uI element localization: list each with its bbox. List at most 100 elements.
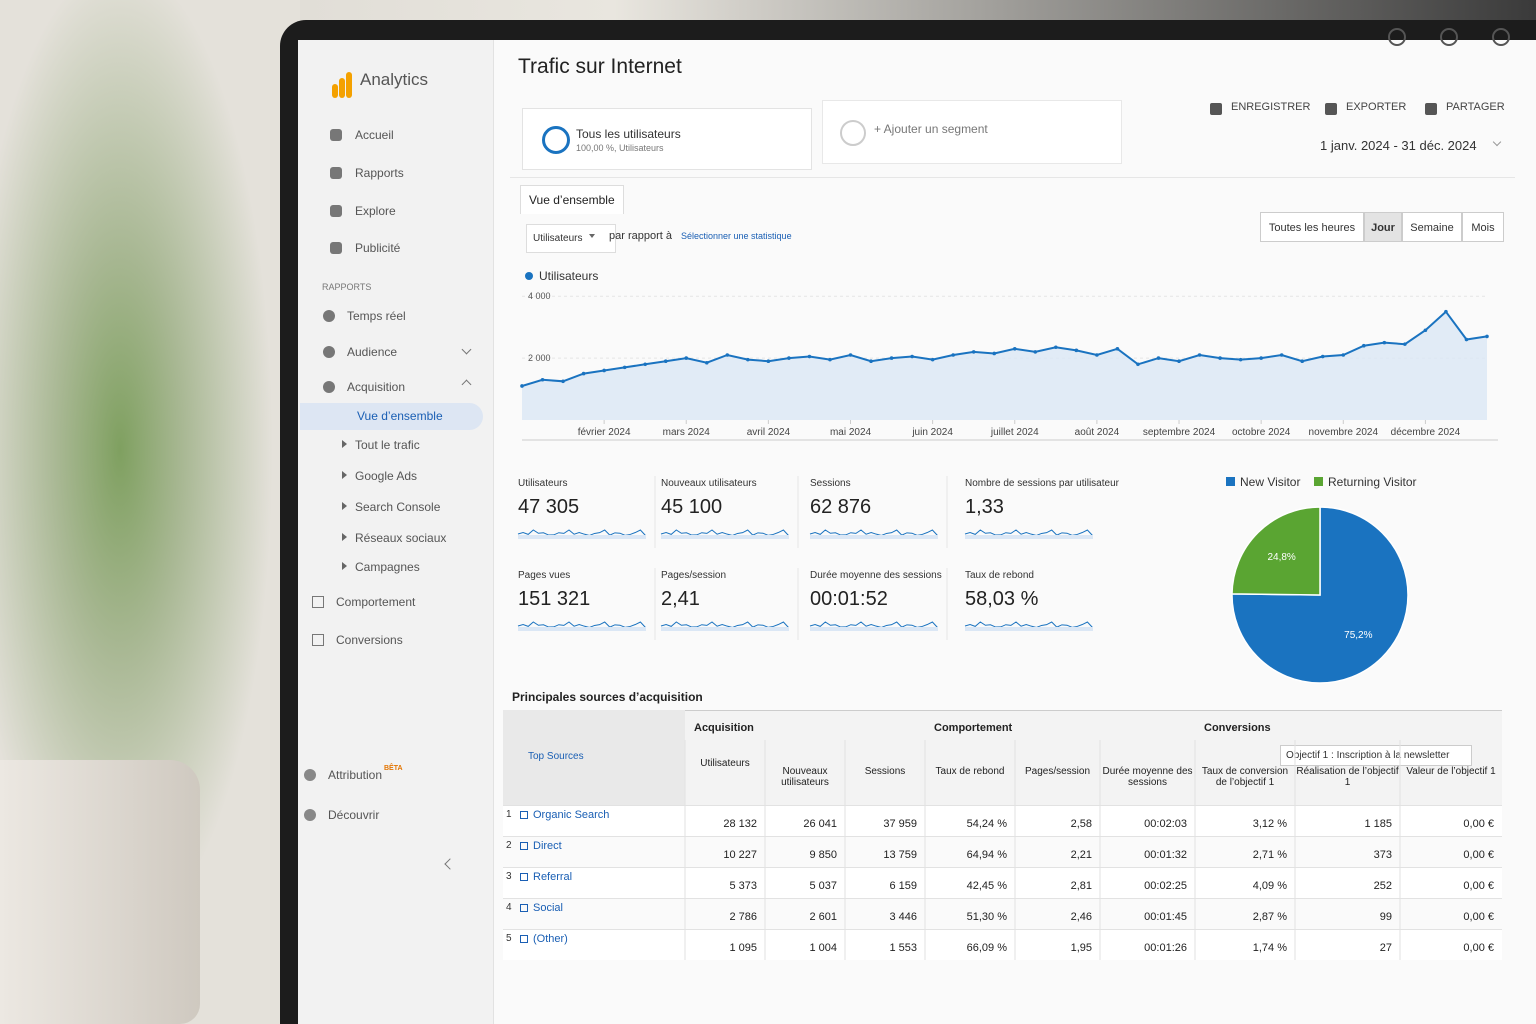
sparkline-fill <box>661 627 789 631</box>
nav-subitem[interactable]: Search Console <box>355 500 441 514</box>
add-segment[interactable]: + Ajouter un segment <box>874 122 988 136</box>
pie-label: 24,8% <box>1267 552 1295 563</box>
nav-item-active[interactable]: Vue d’ensemble <box>357 409 443 423</box>
cell: 2 786 <box>729 911 757 923</box>
row[interactable] <box>503 805 1502 836</box>
nav-item[interactable]: Attribution <box>328 768 383 782</box>
point <box>643 362 647 367</box>
icon <box>312 634 324 646</box>
column-header: Valeur de l’objectif 1 <box>1406 766 1496 777</box>
dimension[interactable]: Top Sources <box>528 751 584 762</box>
point <box>1156 356 1161 360</box>
date-range[interactable]: 1 janv. 2024 - 31 déc. 2024 <box>1320 138 1477 153</box>
header-rule <box>510 177 1515 178</box>
nav-item[interactable]: Acquisition <box>347 380 406 394</box>
metric-select[interactable]: Utilisateurs <box>526 224 616 253</box>
metric-value: 151 321 <box>518 588 591 610</box>
logo-bar <box>346 72 352 98</box>
metric-label: Pages/session <box>661 570 727 581</box>
legend-swatch <box>1226 477 1235 486</box>
point <box>869 359 873 363</box>
column-header: Utilisateurs <box>700 758 750 769</box>
x-tick-label: février 2024 <box>578 427 631 438</box>
icon <box>1325 103 1337 115</box>
row-index: 4 <box>506 902 512 913</box>
row-index: 5 <box>506 933 512 944</box>
compare-label: par rapport à <box>609 230 672 242</box>
row[interactable] <box>503 867 1502 898</box>
column-header: Réalisation de l’objectif 1 <box>1296 766 1399 788</box>
point <box>930 357 935 362</box>
x-tick-label: décembre 2024 <box>1391 427 1461 438</box>
cell: 26 041 <box>803 818 837 830</box>
column-header: Taux de rebond <box>935 766 1005 777</box>
action-button[interactable]: PARTAGER <box>1446 101 1505 113</box>
cell: 1 185 <box>1364 818 1392 830</box>
nav-item[interactable]: Audience <box>347 345 398 359</box>
legend-label: New Visitor <box>1240 475 1300 489</box>
nav-item[interactable]: Conversions <box>336 633 403 647</box>
point <box>828 357 832 362</box>
nav-subitem[interactable]: Campagnes <box>355 560 420 574</box>
action-button[interactable]: EXPORTER <box>1346 101 1407 113</box>
icon <box>312 596 324 608</box>
row[interactable] <box>503 898 1502 929</box>
source-link[interactable]: Direct <box>533 840 562 852</box>
nav-item[interactable]: Publicité <box>355 241 401 255</box>
nav-item[interactable]: Rapports <box>355 166 404 180</box>
caret <box>342 533 347 541</box>
sparkline <box>660 621 789 628</box>
action-button[interactable]: ENREGISTRER <box>1231 101 1311 113</box>
source-link[interactable]: Referral <box>533 871 573 883</box>
nav-item[interactable]: Temps réel <box>347 309 406 323</box>
nav-item[interactable]: Accueil <box>355 128 394 142</box>
source-link[interactable]: Organic Search <box>533 809 610 821</box>
point <box>1464 337 1469 342</box>
source-link[interactable]: Social <box>533 902 563 914</box>
point <box>889 356 894 360</box>
nav-item[interactable]: Découvrir <box>328 808 380 822</box>
point <box>746 357 750 362</box>
row[interactable] <box>503 836 1502 867</box>
icon <box>323 381 335 393</box>
sparkline <box>517 529 646 536</box>
app-name: Analytics <box>360 70 429 89</box>
cell: 0,00 € <box>1463 818 1494 830</box>
point <box>540 377 545 382</box>
compare-link[interactable]: Sélectionner une statistique <box>681 231 792 241</box>
column-header: Pages/session <box>1024 766 1091 777</box>
legend-dot <box>525 272 533 280</box>
cell: 1,95 <box>1070 942 1092 954</box>
column-header: Taux de conversion de l’objectif 1 <box>1201 766 1289 788</box>
y-tick-label: 4 000 <box>528 291 551 301</box>
point <box>1074 348 1079 353</box>
period-button[interactable]: Semaine <box>1402 212 1462 242</box>
nav-item[interactable]: Explore <box>355 204 396 218</box>
cell: 2,46 <box>1070 911 1092 923</box>
nav-item[interactable]: Comportement <box>336 595 416 609</box>
cell: 54,24 % <box>966 818 1007 830</box>
nav-subitem[interactable]: Google Ads <box>355 469 418 483</box>
point <box>1197 353 1202 357</box>
source-link[interactable]: (Other) <box>533 933 568 945</box>
segment-name[interactable]: Tous les utilisateurs <box>576 127 681 141</box>
sparkline-fill <box>810 627 938 631</box>
period-button[interactable]: Toutes les heures <box>1260 212 1364 242</box>
cell: 3,12 % <box>1252 818 1287 830</box>
icon <box>1440 28 1458 46</box>
nav-subitem[interactable]: Réseaux sociaux <box>355 531 447 545</box>
area <box>522 311 1487 420</box>
select-caret <box>589 234 595 238</box>
column-group: Acquisition <box>694 722 754 734</box>
nav-subitem[interactable]: Tout le trafic <box>355 438 420 452</box>
goal-select[interactable]: Objectif 1 : Inscription à la newsletter <box>1280 745 1473 766</box>
x-tick-label: mars 2024 <box>663 427 711 438</box>
period-button[interactable]: Mois <box>1462 212 1504 242</box>
tab[interactable]: Vue d’ensemble <box>520 185 624 214</box>
point <box>704 360 709 365</box>
metric-label: Pages vues <box>518 570 571 581</box>
cell: 66,09 % <box>966 942 1007 954</box>
row[interactable] <box>503 929 1502 960</box>
period-button[interactable]: Jour <box>1364 212 1402 242</box>
column-group: Comportement <box>934 722 1013 734</box>
